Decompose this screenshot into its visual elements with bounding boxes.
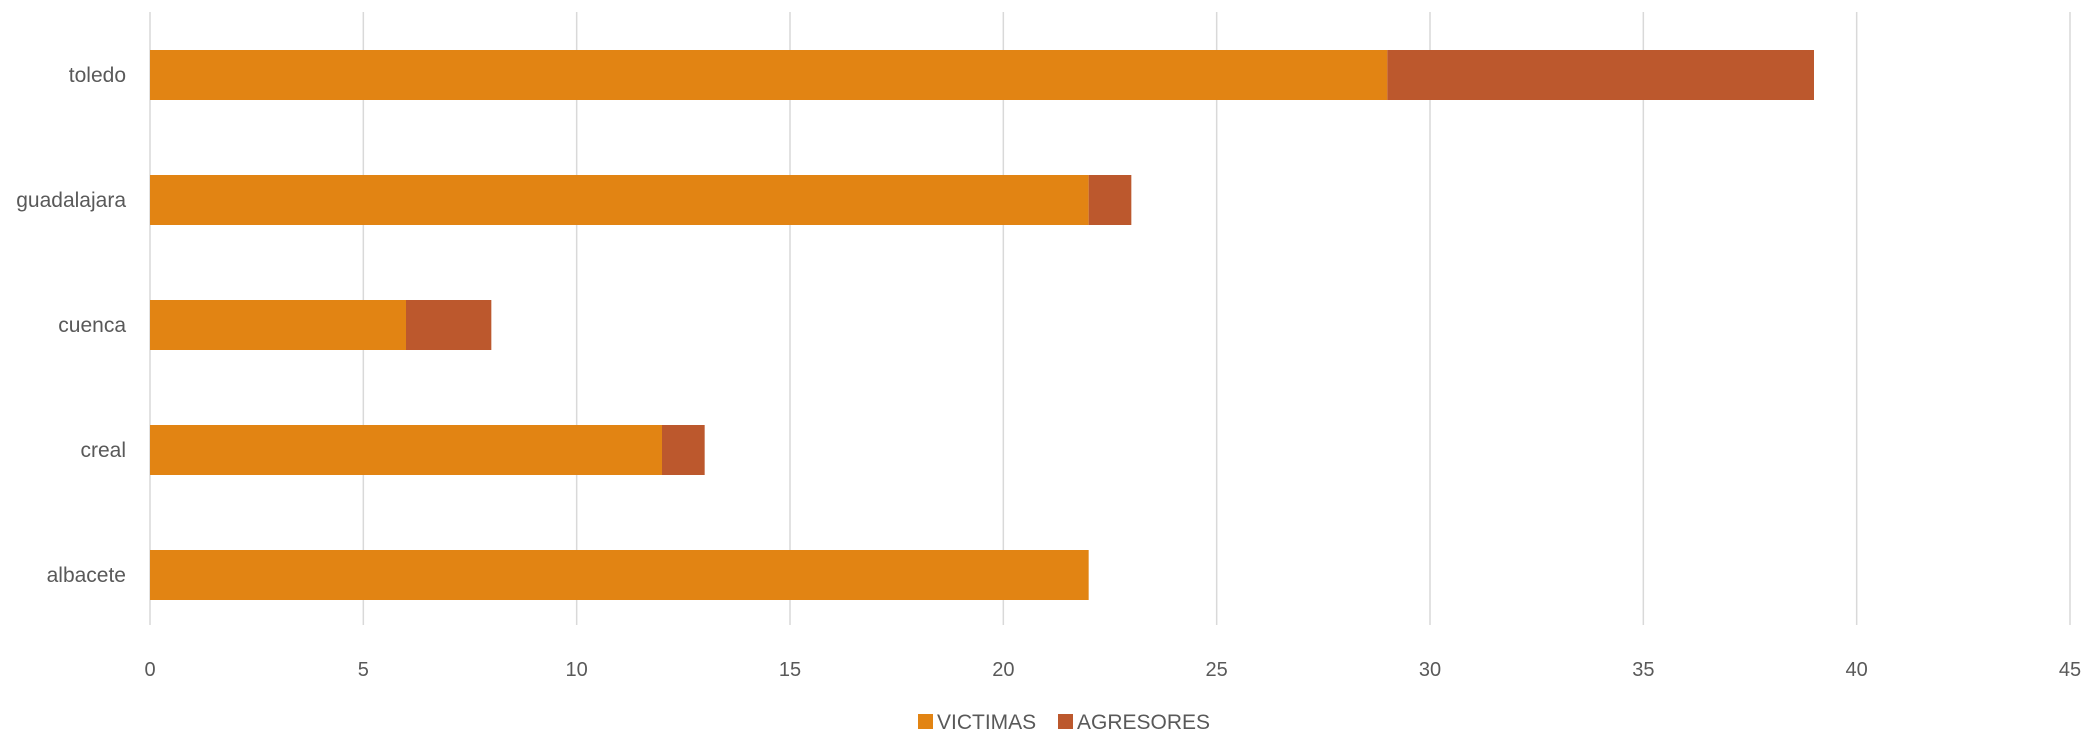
bar-victimas-toledo: [150, 50, 1388, 100]
legend-swatch-victimas: [918, 714, 933, 729]
x-tick-label: 45: [2059, 659, 2081, 681]
legend-label-agresores: AGRESORES: [1077, 711, 1210, 732]
category-label: guadalajara: [16, 189, 126, 212]
legend-label-victimas: VICTIMAS: [937, 711, 1036, 732]
bar-victimas-albacete: [150, 550, 1089, 600]
bar-agresores-creal: [662, 425, 705, 475]
x-tick-label: 15: [779, 659, 801, 681]
x-tick-label: 35: [1632, 659, 1654, 681]
bar-victimas-creal: [150, 425, 662, 475]
gridlines: [149, 12, 2071, 625]
category-label: cuenca: [58, 314, 126, 337]
category-label: albacete: [47, 564, 126, 587]
bars: [150, 50, 1814, 600]
legend-swatch-agresores: [1058, 714, 1073, 729]
x-tick-label: 40: [1846, 659, 1868, 681]
bar-agresores-cuenca: [406, 300, 492, 350]
x-tick-label: 30: [1419, 659, 1441, 681]
bar-agresores-guadalajara: [1088, 175, 1132, 225]
category-label: toledo: [69, 64, 126, 87]
bar-agresores-toledo: [1387, 50, 1814, 100]
x-tick-label: 5: [358, 659, 369, 681]
x-tick-label: 10: [566, 659, 588, 681]
category-labels: toledo guadalajara cuenca creal albacete: [16, 64, 126, 587]
x-tick-label: 25: [1206, 659, 1228, 681]
x-tick-label: 0: [144, 659, 155, 681]
category-label: creal: [80, 439, 126, 462]
bar-victimas-cuenca: [150, 300, 406, 350]
legend: VICTIMAS AGRESORES: [918, 711, 1210, 732]
x-axis-tick-labels: 0 5 10 15 20 25 30 35 40 45: [144, 659, 2081, 681]
x-tick-label: 20: [992, 659, 1014, 681]
bar-victimas-guadalajara: [150, 175, 1089, 225]
